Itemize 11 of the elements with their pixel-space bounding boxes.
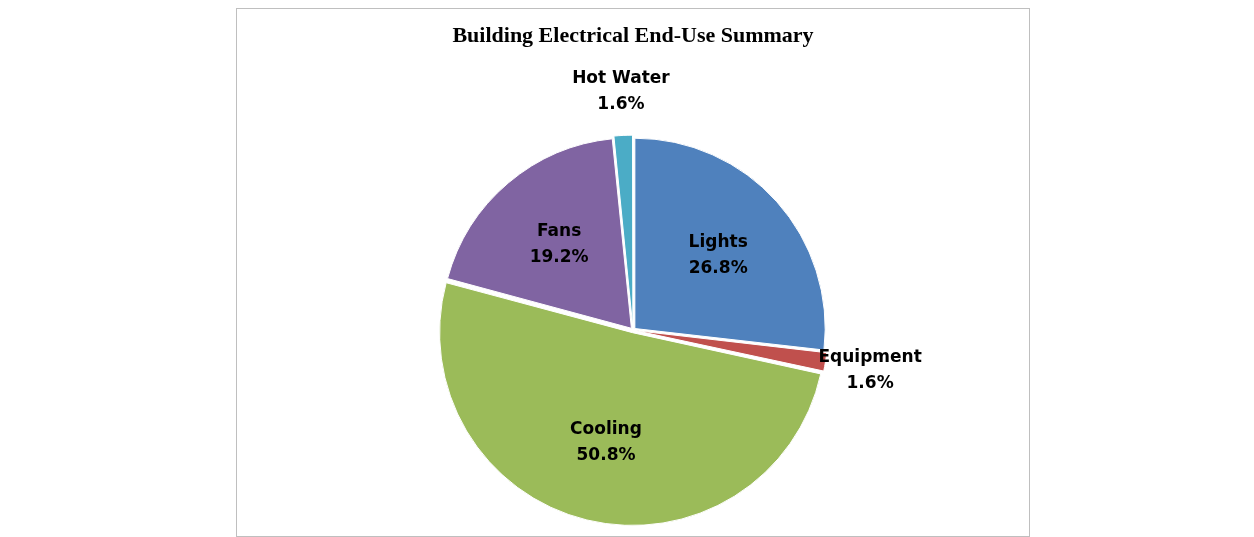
slice-label: Equipment [818, 345, 922, 366]
data-label: 19.2% [529, 245, 589, 266]
data-label: 26.8% [688, 256, 748, 277]
chart-title: Building Electrical End-Use Summary [452, 21, 814, 47]
data-label: 1.6% [597, 92, 645, 113]
slice-label: Lights [688, 230, 748, 251]
slice-label: Cooling [570, 417, 642, 438]
data-label: 1.6% [846, 371, 894, 392]
slice-label: Fans [536, 219, 582, 240]
data-label: 50.8% [576, 443, 636, 464]
slice-label: Hot Water [572, 66, 671, 87]
